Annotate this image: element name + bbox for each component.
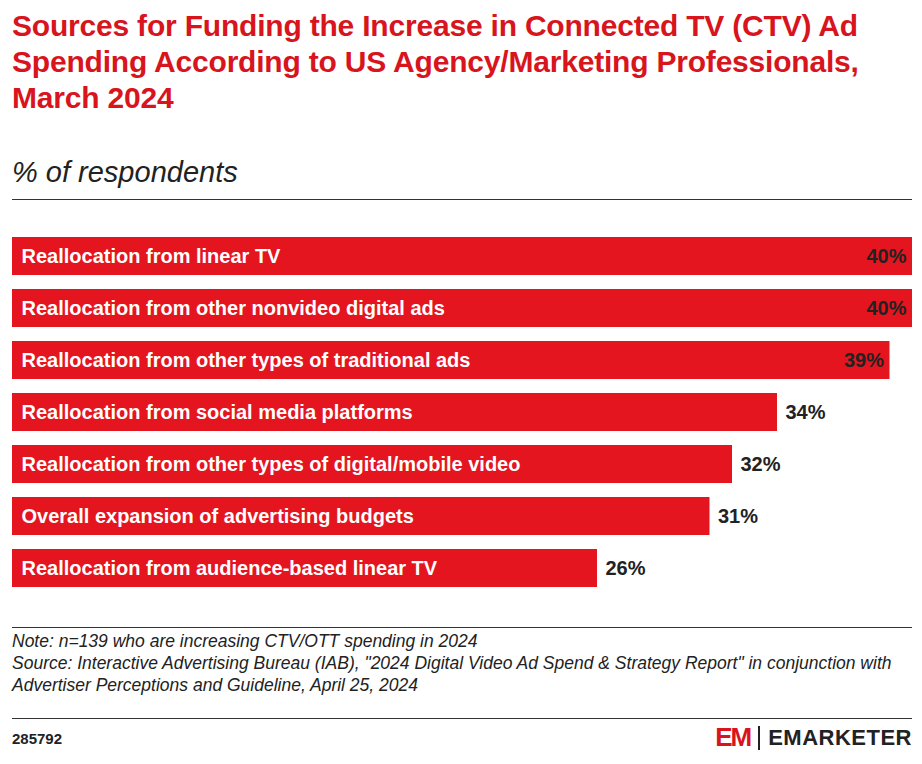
html-text:EM: EM: [715, 722, 751, 752]
svg-text:Reallocation from audience-bas: Reallocation from audience-based linear …: [22, 557, 438, 579]
svg-text:Overall expansion of advertisi: Overall expansion of advertising budgets: [22, 505, 414, 527]
svg-text:40%: 40%: [866, 245, 906, 267]
svg-text:39%: 39%: [844, 349, 884, 371]
svg-text:Reallocation from social media: Reallocation from social media platforms: [22, 401, 413, 423]
svg-text:40%: 40%: [866, 297, 906, 319]
svg-text:Reallocation from other types: Reallocation from other types of digital…: [22, 453, 521, 475]
svg-text:Reallocation from other types: Reallocation from other types of traditi…: [22, 349, 471, 371]
html-text:% of respondents: % of respondents: [12, 156, 238, 188]
svg-text:32%: 32%: [741, 453, 781, 475]
html-text:Sources for Funding the Increa: Sources for Funding the Increase in Conn…: [12, 9, 859, 114]
svg-text:Reallocation from other nonvid: Reallocation from other nonvideo digital…: [22, 297, 445, 319]
html-text:EMARKETER: EMARKETER: [768, 724, 912, 750]
html-text:Source: Interactive Advertisin: Source: Interactive Advertising Bureau (…: [12, 653, 892, 695]
svg-text:Reallocation from linear TV: Reallocation from linear TV: [22, 245, 282, 267]
svg-text:26%: 26%: [606, 557, 646, 579]
svg-text:34%: 34%: [786, 401, 826, 423]
html-text:Note: n=139 who are increasing: Note: n=139 who are increasing CTV/OTT s…: [12, 631, 478, 651]
svg-text:31%: 31%: [718, 505, 758, 527]
html-text:285792: 285792: [12, 730, 63, 747]
